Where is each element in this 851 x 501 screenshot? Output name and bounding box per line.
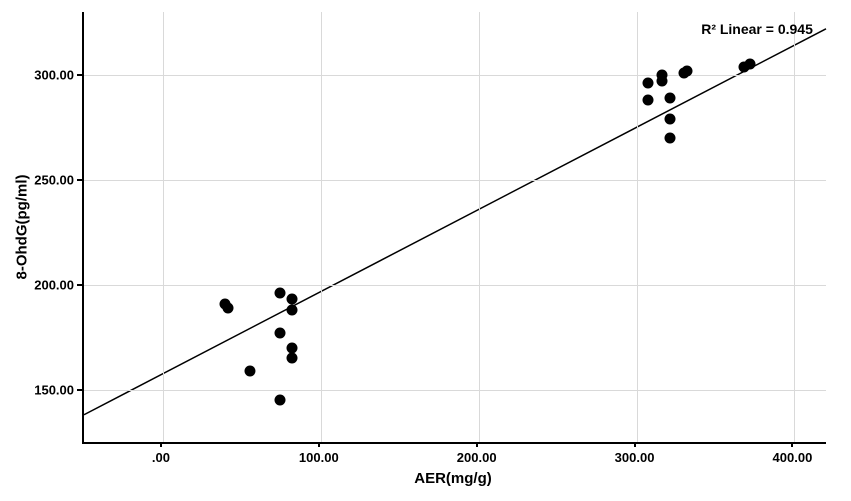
data-point bbox=[274, 395, 285, 406]
scatter-chart: AER(mg/g) 8-OhdG(pg/ml) R² Linear = 0.94… bbox=[0, 0, 851, 501]
data-point bbox=[274, 288, 285, 299]
x-tick bbox=[318, 442, 320, 447]
data-point bbox=[745, 59, 756, 70]
data-point bbox=[664, 93, 675, 104]
data-point bbox=[287, 294, 298, 305]
y-tick-label: 200.00 bbox=[34, 277, 74, 292]
x-tick-label: 200.00 bbox=[457, 450, 497, 465]
y-tick bbox=[77, 179, 82, 181]
y-axis-label: 8-OhdG(pg/ml) bbox=[14, 175, 31, 280]
x-tick-label: 400.00 bbox=[773, 450, 813, 465]
gridline-v bbox=[637, 12, 638, 442]
data-point bbox=[222, 302, 233, 313]
gridline-v bbox=[794, 12, 795, 442]
plot-area bbox=[82, 12, 826, 444]
y-tick bbox=[77, 74, 82, 76]
data-point bbox=[642, 78, 653, 89]
data-point bbox=[287, 353, 298, 364]
x-tick bbox=[476, 442, 478, 447]
gridline-h bbox=[84, 390, 826, 391]
y-tick-label: 150.00 bbox=[34, 382, 74, 397]
data-point bbox=[287, 304, 298, 315]
data-point bbox=[244, 365, 255, 376]
x-tick bbox=[160, 442, 162, 447]
gridline-v bbox=[321, 12, 322, 442]
x-axis-label: AER(mg/g) bbox=[414, 470, 492, 487]
x-tick-label: 300.00 bbox=[615, 450, 655, 465]
gridline-v bbox=[163, 12, 164, 442]
x-tick-label: .00 bbox=[152, 450, 170, 465]
data-point bbox=[287, 342, 298, 353]
data-point bbox=[642, 95, 653, 106]
x-tick-label: 100.00 bbox=[299, 450, 339, 465]
data-point bbox=[274, 327, 285, 338]
y-tick-label: 250.00 bbox=[34, 172, 74, 187]
r-squared-annotation: R² Linear = 0.945 bbox=[701, 21, 813, 37]
gridline-h bbox=[84, 180, 826, 181]
data-point bbox=[664, 113, 675, 124]
data-point bbox=[656, 76, 667, 87]
x-tick bbox=[634, 442, 636, 447]
regression-line bbox=[84, 12, 826, 442]
y-tick bbox=[77, 284, 82, 286]
data-point bbox=[664, 132, 675, 143]
x-tick bbox=[791, 442, 793, 447]
gridline-h bbox=[84, 285, 826, 286]
y-tick-label: 300.00 bbox=[34, 67, 74, 82]
gridline-h bbox=[84, 75, 826, 76]
gridline-v bbox=[479, 12, 480, 442]
data-point bbox=[682, 65, 693, 76]
y-tick bbox=[77, 389, 82, 391]
